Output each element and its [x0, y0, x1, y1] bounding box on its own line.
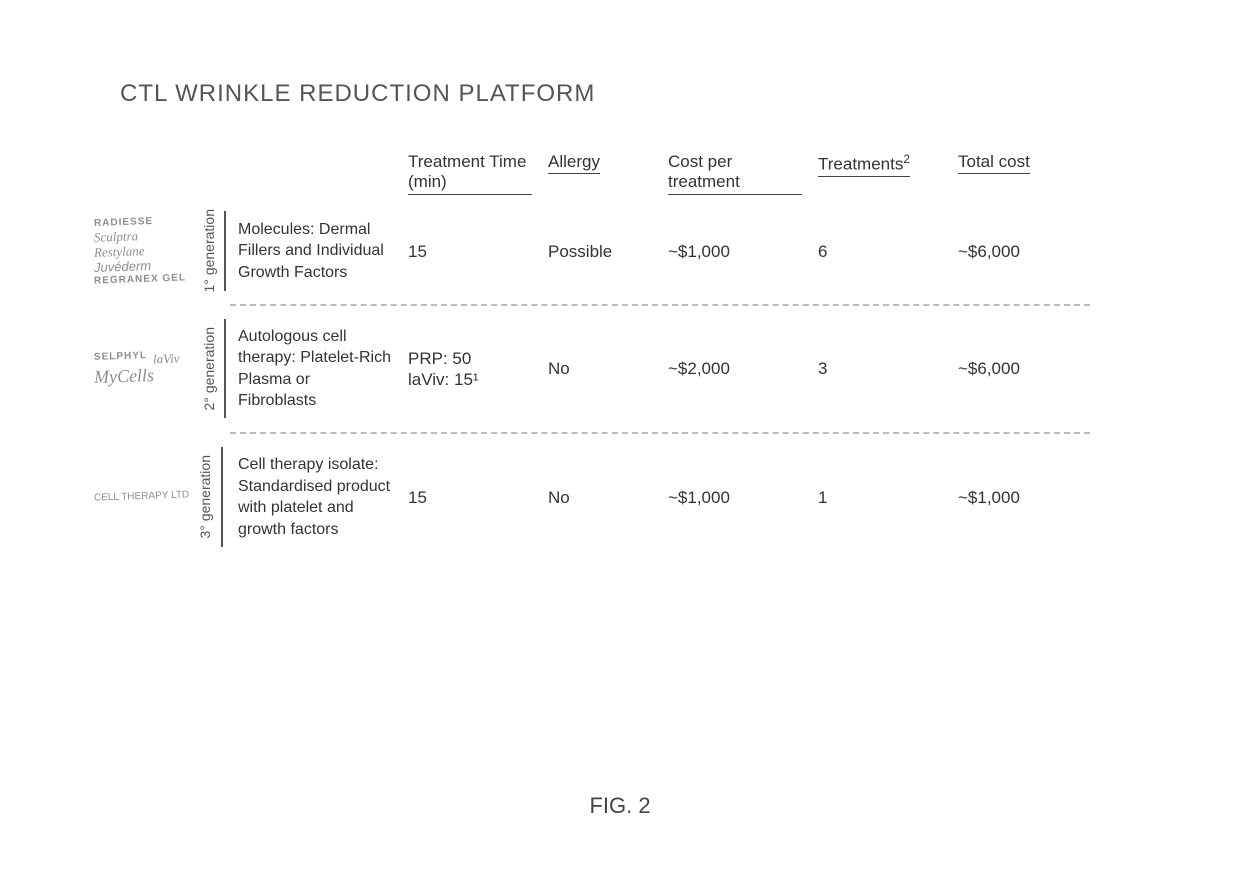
- total-cost-cell: ~$6,000: [950, 201, 1090, 302]
- description-cell: Molecules: Dermal Fillers and Individual…: [230, 201, 400, 302]
- cost-per-cell: ~$2,000: [660, 308, 810, 430]
- treatment-time-cell: 15: [400, 436, 540, 558]
- treatment-time-cell: PRP: 50 laViv: 15¹: [400, 308, 540, 430]
- brand-logo: REGRANEX GEL: [94, 273, 186, 286]
- brand-cell-gen2: SELPHYL laViv MyCells 2° generation: [90, 308, 230, 430]
- brand-logo: laViv: [153, 352, 180, 366]
- brand-logo: Sculptra: [94, 229, 138, 244]
- figure-label: FIG. 2: [0, 793, 1240, 819]
- page-container: CTL WRINKLE REDUCTION PLATFORM Treatment…: [0, 0, 1240, 598]
- treatments-cell: 6: [810, 201, 950, 302]
- treatments-cell: 1: [810, 436, 950, 558]
- generation-bar: [221, 447, 223, 546]
- header-treatments: Treatments2: [810, 148, 950, 201]
- description-cell: Autologous cell therapy: Platelet-Rich P…: [230, 308, 400, 430]
- brand-logo: SELPHYL: [94, 351, 148, 366]
- header-treatment-time: Treatment Time (min): [400, 148, 540, 201]
- generation-label: 3° generation: [195, 455, 217, 538]
- row-separator: [230, 432, 1090, 434]
- brand-logo: RADIESSE: [94, 217, 153, 229]
- header-cost-per: Cost per treatment: [660, 148, 810, 201]
- header-spacer-desc: [230, 148, 400, 201]
- treatments-cell: 3: [810, 308, 950, 430]
- brand-cell-gen3: CELL THERAPY LTD 3° generation: [90, 436, 230, 558]
- generation-label: 2° generation: [199, 327, 221, 410]
- brand-logos-gen3: CELL THERAPY LTD: [94, 442, 189, 552]
- generation-label-wrap: 2° generation: [199, 314, 227, 424]
- allergy-cell: No: [540, 436, 660, 558]
- brand-logo: Juvéderm: [94, 259, 151, 274]
- header-allergy: Allergy: [540, 148, 660, 201]
- header-total-cost: Total cost: [950, 148, 1090, 201]
- header-spacer-brands: [90, 148, 230, 201]
- treatment-time-cell: 15: [400, 201, 540, 302]
- cost-per-cell: ~$1,000: [660, 201, 810, 302]
- brand-logos-gen1: RADIESSE Sculptra Restylane Juvéderm REG…: [94, 207, 193, 296]
- total-cost-cell: ~$6,000: [950, 308, 1090, 430]
- allergy-cell: No: [540, 308, 660, 430]
- brand-logos-gen2: SELPHYL laViv MyCells: [94, 314, 193, 424]
- brand-cell-gen1: RADIESSE Sculptra Restylane Juvéderm REG…: [90, 201, 230, 302]
- cost-per-cell: ~$1,000: [660, 436, 810, 558]
- allergy-cell: Possible: [540, 201, 660, 302]
- brand-logo: CELL THERAPY LTD: [94, 490, 190, 503]
- page-title: CTL WRINKLE REDUCTION PLATFORM: [120, 80, 1150, 108]
- comparison-table: Treatment Time (min) Allergy Cost per tr…: [90, 148, 1150, 558]
- generation-label: 1° generation: [199, 209, 221, 292]
- generation-label-wrap: 3° generation: [195, 442, 223, 552]
- brand-logo: Restylane: [94, 244, 145, 259]
- generation-label-wrap: 1° generation: [199, 207, 227, 296]
- row-separator: [230, 304, 1090, 306]
- generation-bar: [224, 211, 226, 291]
- generation-bar: [224, 319, 226, 418]
- description-cell: Cell therapy isolate: Standardised produ…: [230, 436, 400, 558]
- brand-logo: MyCells: [94, 366, 155, 386]
- total-cost-cell: ~$1,000: [950, 436, 1090, 558]
